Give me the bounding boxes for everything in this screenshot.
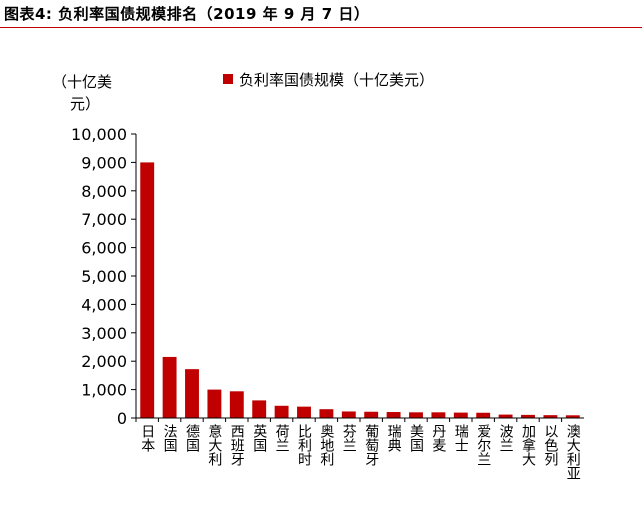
x-tick-label: 瑞士 [453, 424, 469, 452]
x-tick-label: 丹麦 [430, 424, 446, 452]
bar [319, 409, 334, 418]
x-tick-label: 以色列 [542, 424, 558, 467]
y-tick-label: 9,000 [81, 153, 127, 172]
x-tick-label: 西班牙 [229, 424, 245, 467]
x-tick-label: 意大利 [206, 423, 222, 466]
x-tick-label: 英国 [251, 423, 267, 452]
bar [543, 415, 558, 418]
bar [498, 414, 513, 418]
bar [252, 400, 267, 418]
bar [364, 411, 379, 418]
figure-title: 图表4: 负利率国债规模排名（2019 年 9 月 7 日） [4, 5, 370, 23]
x-tick-label: 德国 [184, 424, 200, 452]
bar [341, 411, 356, 418]
x-tick-label: 加拿大 [520, 424, 536, 466]
y-axis-label: （十亿美元） [52, 73, 112, 113]
y-tick-label: 5,000 [81, 267, 127, 286]
bar [162, 356, 177, 418]
bar [207, 389, 222, 418]
x-tick-label: 比利时 [296, 424, 312, 466]
x-tick-label: 芬兰 [341, 424, 357, 452]
x-tick-label: 美国 [408, 424, 424, 452]
bar [297, 406, 311, 418]
y-tick-label: 0 [117, 409, 127, 428]
y-tick-label: 1,000 [81, 381, 127, 400]
x-tick-label: 奥地利 [318, 423, 334, 466]
bars [140, 162, 580, 418]
axes [135, 134, 584, 419]
bar [565, 415, 580, 418]
x-tick-label: 葡萄牙 [363, 424, 379, 467]
x-tick-label: 日本 [139, 424, 155, 452]
bar [521, 414, 535, 418]
y-axis-ticks: 0 1,000 2,000 3,000 4,000 5,000 6,000 7,000 8,00… [71, 125, 136, 428]
x-axis-ticks: 日本 法国 德国 意大利 西班牙 英国 荷兰 比利时 奥地利 芬兰 葡萄牙 瑞典 美国 丹麦 瑞士 爱尔兰 波兰… [135, 418, 581, 480]
x-tick-label: 爱尔兰 [475, 424, 491, 466]
y-axis-unit-label-line: 元） [70, 95, 100, 113]
y-tick-label: 2,000 [81, 352, 127, 371]
bar [229, 391, 244, 418]
legend: 负利率国债规模（十亿美元） [223, 71, 434, 89]
bar [274, 405, 289, 418]
y-tick-label: 7,000 [81, 210, 127, 229]
x-tick-label: 荷兰 [274, 424, 290, 452]
bar [476, 412, 491, 418]
y-tick-label: 10,000 [71, 125, 127, 144]
bar [140, 162, 155, 418]
x-tick-label: 瑞典 [386, 424, 402, 452]
y-tick-label: 8,000 [81, 182, 127, 201]
bar [453, 412, 468, 418]
x-tick-label: 法国 [162, 424, 178, 452]
title-divider [0, 27, 642, 28]
bar [185, 369, 199, 418]
bar [409, 412, 423, 418]
bar [386, 412, 401, 418]
y-tick-label: 4,000 [81, 295, 127, 314]
legend-label: 负利率国债规模（十亿美元） [239, 71, 434, 89]
y-tick-label: 6,000 [81, 239, 127, 258]
bar [431, 412, 446, 418]
x-tick-label: 波兰 [498, 424, 514, 452]
x-tick-label: 澳大利亚 [565, 424, 581, 480]
y-tick-label: 3,000 [81, 324, 127, 343]
legend-swatch [223, 74, 233, 84]
y-axis-unit-label-line: （十亿美 [52, 73, 112, 91]
